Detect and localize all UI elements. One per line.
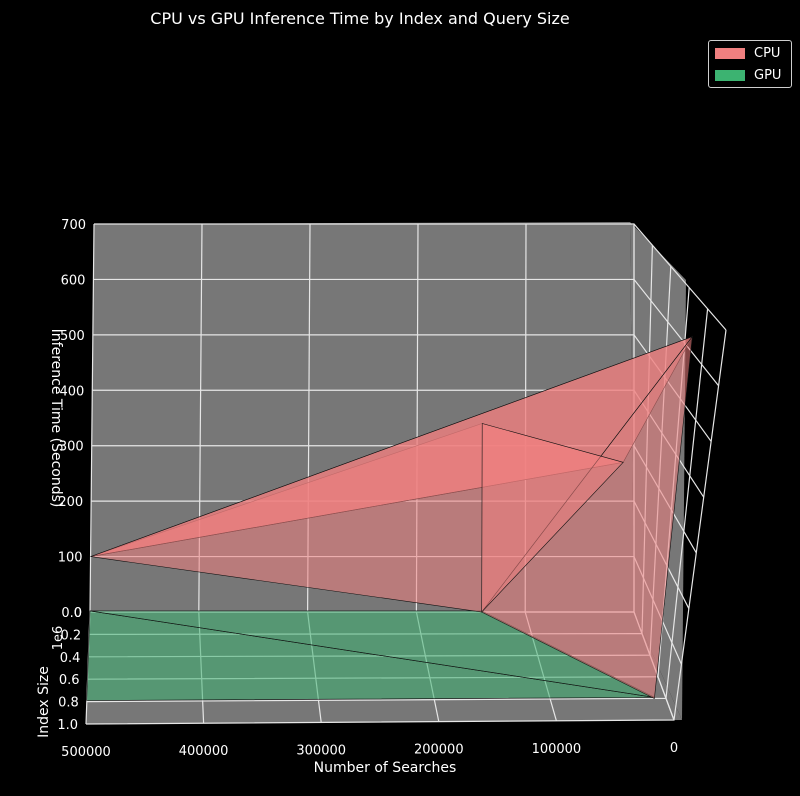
chart-title: CPU vs GPU Inference Time by Index and Q… (150, 9, 569, 28)
legend-item-gpu: GPU (715, 67, 781, 83)
x-axis-label: Number of Searches (314, 760, 457, 776)
legend-swatch-cpu (715, 47, 745, 59)
z-tick-label: 100 (58, 551, 83, 566)
z-tick-label: 600 (61, 273, 86, 288)
gridline-z-7 (94, 223, 727, 331)
y-tick-label: 1.0 (57, 718, 78, 733)
x-tick-label: 200000 (414, 743, 464, 758)
gridline-z-5 (92, 334, 712, 442)
cpu-surface-face (481, 423, 624, 613)
x-tick-label: 500000 (61, 745, 111, 760)
legend-swatch-gpu (715, 69, 745, 81)
legend-item-cpu: CPU (715, 45, 780, 61)
z-tick-label: 200 (58, 495, 83, 510)
x-tick-label: 300000 (296, 743, 346, 758)
x-tick-label: 100000 (532, 742, 582, 757)
surfaces (86, 335, 694, 701)
legend-label-gpu: GPU (754, 67, 782, 83)
z-tick-label: 500 (60, 329, 85, 344)
z-tick-label: 700 (61, 218, 86, 233)
tick-labels: 500000 400000 300000 200000 100000 00.00.20.4… (57, 218, 678, 760)
z-tick-label: 400 (59, 384, 84, 399)
y-tick-label: 0.4 (60, 651, 81, 666)
x-tick-label: 400000 (179, 744, 229, 759)
y-tick-label: 0.8 (58, 696, 79, 711)
z-tick-label: 0 (74, 606, 82, 621)
x-tick-label: 0 (670, 741, 678, 756)
legend: CPU GPU (708, 40, 792, 88)
legend-label-cpu: CPU (754, 45, 781, 61)
y-axis-label: Index Size (36, 666, 52, 738)
z-tick-label: 300 (59, 440, 84, 455)
y-tick-label: 0.0 (61, 606, 82, 621)
y-tick-label: 0.2 (61, 628, 82, 643)
y-offset-text: 1e6 (51, 626, 66, 651)
z-axis-label: Inference Time (Seconds) (48, 329, 64, 508)
y-tick-label: 0.6 (59, 673, 80, 688)
